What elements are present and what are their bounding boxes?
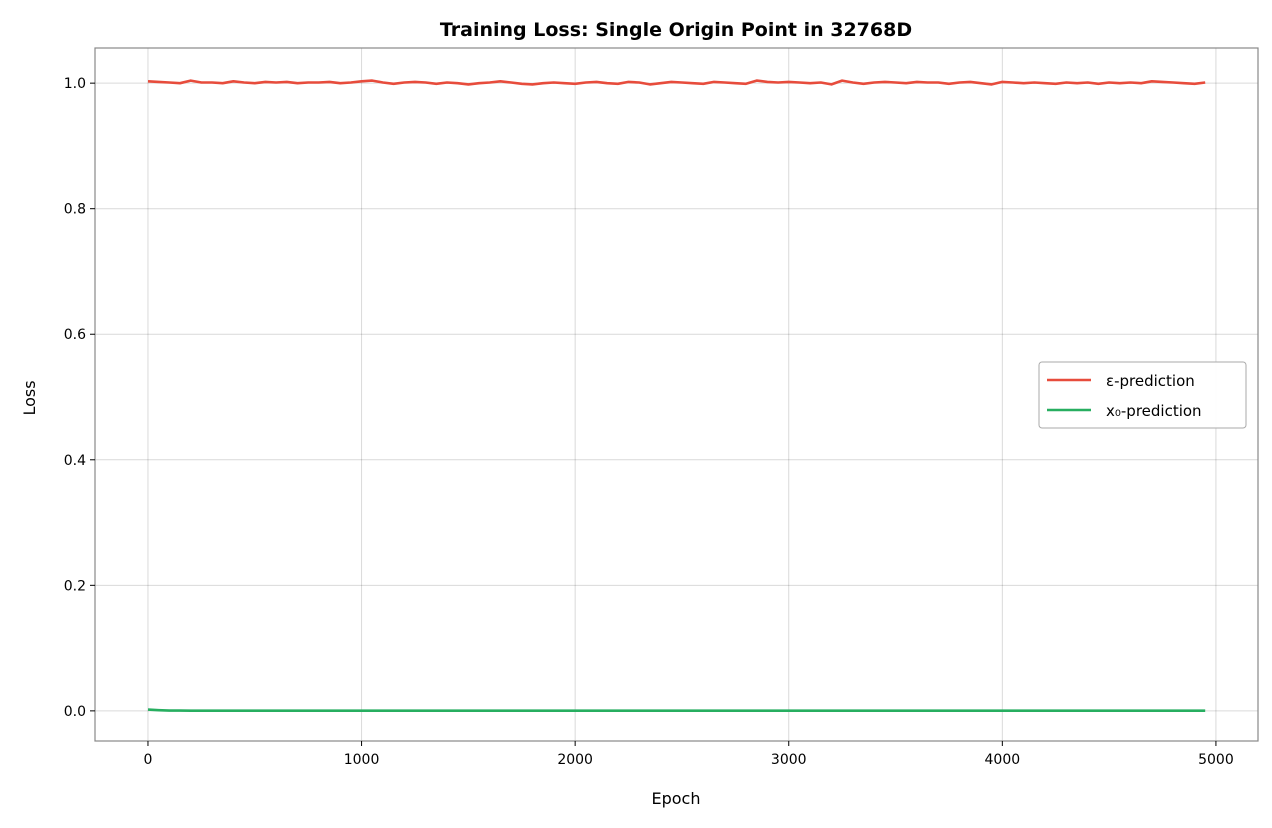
legend-label-x0: x₀-prediction [1106, 402, 1202, 420]
x-tick-label: 0 [144, 752, 153, 768]
series-line-0 [147, 79, 1206, 86]
series-group [147, 79, 1206, 713]
x-tick-label: 3000 [771, 752, 807, 768]
x-tick-label: 4000 [985, 752, 1021, 768]
x-axis-label: Epoch [652, 789, 701, 808]
x-tick-label: 1000 [344, 752, 380, 768]
x-tick-label: 2000 [557, 752, 593, 768]
legend-label-eps: ε-prediction [1106, 372, 1195, 390]
legend: ε-prediction x₀-prediction [1038, 361, 1247, 429]
legend-box [1038, 361, 1247, 429]
y-tick-label: 0.2 [64, 578, 86, 594]
y-tick-label: 0.4 [64, 453, 86, 469]
x-tick-label: 5000 [1198, 752, 1234, 768]
y-axis-label: Loss [20, 380, 39, 415]
y-tick-label: 0.0 [64, 704, 86, 720]
series-line-1 [147, 708, 1206, 713]
y-tick-label: 0.6 [64, 327, 86, 343]
chart-title: Training Loss: Single Origin Point in 32… [440, 19, 912, 41]
y-tick-label: 0.8 [64, 202, 86, 218]
axis-ticks: 0 1000 2000 3000 4000 5000 0.0 0.2 0.4 0.6 0.8 1.0 [64, 76, 1234, 768]
y-tick-label: 1.0 [64, 76, 86, 92]
plot-frame [94, 47, 1259, 742]
